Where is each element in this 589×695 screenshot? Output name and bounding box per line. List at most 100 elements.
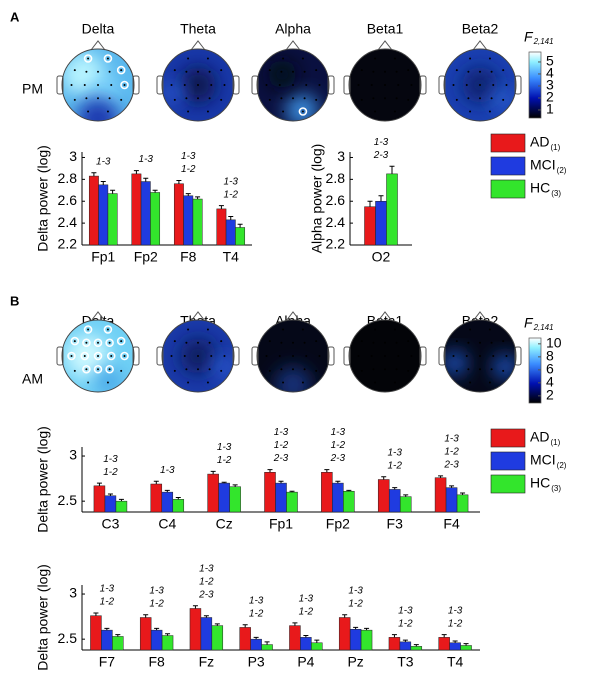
head-outline — [61, 319, 135, 393]
electrode — [488, 381, 491, 384]
bar — [360, 629, 373, 651]
significance-label: 1-2 — [299, 607, 314, 618]
electrode — [292, 70, 294, 73]
electrode — [185, 70, 188, 73]
y-axis-label: Delta power (log) — [35, 564, 51, 671]
bar — [449, 642, 461, 651]
electrode — [106, 381, 109, 384]
electrode — [210, 84, 213, 86]
error-bar — [253, 636, 259, 640]
bar — [377, 479, 390, 513]
significance-label: 1-3 — [444, 434, 459, 445]
ear — [156, 75, 164, 95]
colorbar-tick-label: 2 — [546, 89, 554, 105]
electrode — [479, 355, 481, 357]
electrode — [393, 381, 396, 384]
electrode-highlight — [80, 351, 90, 361]
error-bar — [110, 189, 116, 194]
x-tick-label: Cz — [216, 516, 233, 532]
y-axis-label: Alpha power (log) — [309, 144, 325, 254]
colorbar-tick-label: 8 — [546, 348, 554, 364]
significance-label: 2-3 — [198, 589, 214, 600]
significance-label: 1-2 — [348, 598, 363, 609]
significance-label: 1-2 — [149, 598, 164, 609]
significance-label: 1-3 — [448, 605, 463, 616]
electrode — [85, 341, 88, 344]
error-bar — [115, 634, 121, 637]
bar — [161, 491, 174, 513]
electrode — [410, 84, 413, 86]
electrode — [502, 340, 505, 343]
significance-label: 1-3 — [348, 585, 363, 596]
x-tick-label: P4 — [297, 654, 314, 670]
error-bar — [267, 469, 273, 473]
significance-label: 1-3 — [139, 154, 154, 165]
bar — [104, 495, 117, 513]
error-bar — [152, 189, 158, 193]
bar — [343, 490, 355, 513]
electrode — [469, 57, 472, 60]
bar — [349, 628, 362, 651]
colorbar-tick-label: 6 — [546, 361, 554, 377]
electrode — [83, 355, 86, 357]
electrode — [505, 355, 508, 357]
x-tick-label: C4 — [158, 516, 176, 532]
electrode — [505, 84, 508, 86]
electrode — [282, 381, 285, 384]
topomap — [257, 320, 329, 392]
electrode — [120, 98, 123, 101]
electrode — [384, 341, 386, 344]
significance-label: 1-2 — [100, 597, 115, 608]
x-tick-label: Fp1 — [269, 516, 293, 532]
legend-label-sub: (2) — [557, 461, 567, 470]
electrode — [407, 98, 410, 101]
ear — [56, 346, 64, 366]
ear — [132, 346, 140, 366]
electrode — [268, 69, 271, 72]
error-bar — [381, 476, 387, 480]
error-bar — [278, 480, 284, 484]
bar — [410, 646, 423, 651]
electrode-highlight — [93, 338, 103, 348]
electrode-highlight — [105, 364, 114, 374]
legend-label-sub: (1) — [550, 438, 560, 447]
x-tick-label: Fp2 — [326, 516, 350, 532]
significance-label: 1-2 — [448, 618, 463, 629]
bar — [112, 636, 124, 651]
y-tick-label: 2.6 — [58, 192, 78, 208]
bar — [189, 608, 202, 651]
bar — [200, 617, 213, 651]
error-bar — [389, 165, 395, 174]
electrode — [187, 328, 190, 331]
electrode — [395, 97, 398, 100]
error-bar — [438, 475, 444, 478]
colorbar-label-sub: 2,141 — [533, 37, 554, 46]
electrode — [197, 84, 199, 86]
electrode-highlight — [93, 364, 103, 374]
electrode — [120, 69, 123, 72]
error-bar — [164, 489, 170, 493]
y-tick-label: 3 — [69, 585, 77, 601]
electrode — [455, 98, 458, 101]
electrode — [206, 110, 209, 113]
significance-label: 1-3 — [398, 605, 413, 616]
electrode — [220, 340, 223, 343]
electrode — [280, 341, 283, 344]
electrode — [467, 368, 470, 371]
electrode-highlight — [93, 351, 103, 361]
electrode — [469, 110, 472, 113]
electrode-highlight — [106, 351, 116, 361]
y-tick-label: 2.8 — [326, 170, 346, 186]
significance-label: 1-2 — [274, 440, 289, 451]
x-tick-label: T4 — [223, 249, 240, 265]
band-title: Beta2 — [462, 21, 499, 37]
legend-label: AD — [530, 134, 549, 150]
electrode — [206, 57, 209, 60]
electrode — [268, 98, 271, 101]
bar — [173, 183, 184, 246]
electrode-highlight — [103, 325, 113, 334]
colorbar — [528, 51, 542, 119]
electrode — [223, 84, 226, 86]
y-tick-label: 2.4 — [326, 214, 346, 230]
